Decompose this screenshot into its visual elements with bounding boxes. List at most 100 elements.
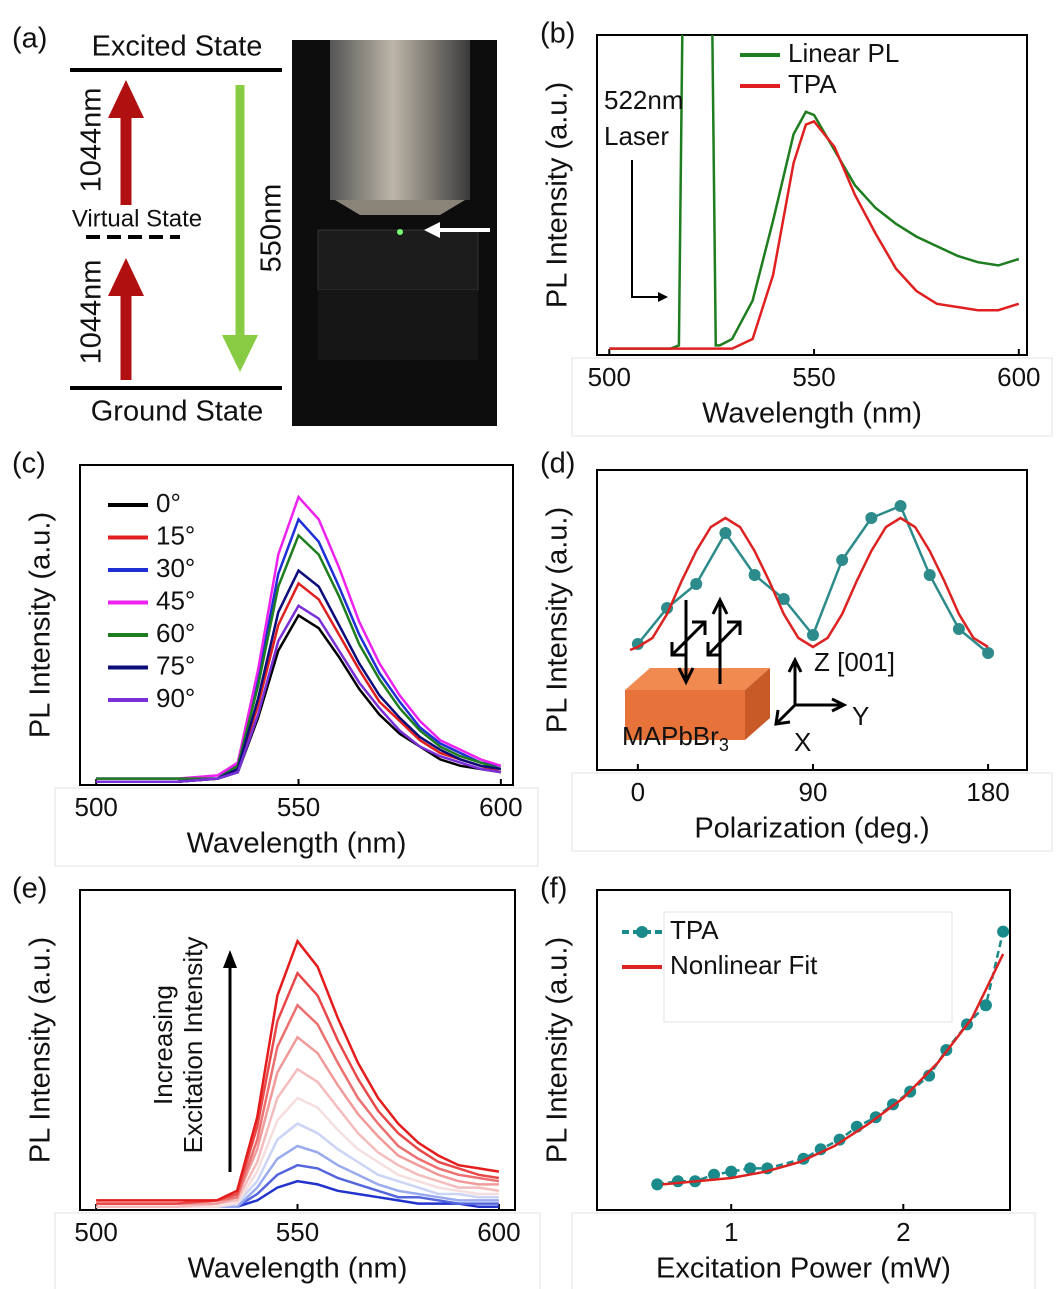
inset: MAPbBr3 Z [001] Y X (622, 596, 895, 757)
data-point (777, 593, 790, 605)
x-axis-label: Excitation Power (mW) (656, 1253, 951, 1285)
legend-label: 45° (156, 585, 195, 615)
chart: (f) PL Intensity (a.u.) Excitation Power (… (540, 873, 1036, 1289)
annotation: 522nm (604, 85, 684, 115)
chart: (d) PL Intensity (a.u.) Polarization (deg.… (540, 448, 1053, 852)
chart: (b) PL Intensity (a.u.) Wavelength (nm) 500… (540, 18, 1053, 437)
annotation-arrow (631, 160, 660, 298)
legend-label: 30° (156, 553, 195, 583)
slab (625, 690, 745, 740)
data-point (979, 999, 992, 1012)
data-point (719, 527, 732, 539)
slab (625, 668, 770, 690)
objective (330, 40, 470, 200)
x-tick-label: 550 (792, 362, 835, 392)
x-tick-label: 1 (724, 1217, 738, 1247)
x-tick-label: 500 (74, 792, 117, 822)
axis-label-area (54, 787, 539, 867)
state-label: Ground State (91, 396, 264, 428)
axis-label-area (571, 357, 1053, 437)
x-tick-label: 550 (277, 792, 320, 822)
legend-label: TPA (788, 69, 837, 99)
series-line (629, 516, 989, 652)
transition-label: 1044nm (76, 260, 108, 365)
series-line (609, 119, 1020, 350)
legend-label: 15° (156, 520, 195, 550)
slab (745, 668, 770, 740)
x-axis-label: Wavelength (nm) (188, 1253, 408, 1285)
data-point (708, 1168, 721, 1181)
annotation: Laser (604, 121, 669, 151)
series-line (609, 35, 1020, 350)
y-axis-label: PL Intensity (a.u.) (542, 82, 574, 308)
data-point (982, 647, 995, 659)
axis-label-area (571, 772, 1053, 852)
series-line (96, 604, 502, 784)
legend-label: Nonlinear Fit (670, 950, 818, 980)
transition-label: 1044nm (76, 88, 108, 193)
objective-tip (335, 200, 465, 215)
series-line (96, 494, 502, 780)
panel-label: (b) (540, 18, 575, 50)
material-subscript: 3 (719, 735, 729, 755)
x-tick-label: 2 (896, 1217, 910, 1247)
arrow-head (222, 335, 258, 372)
emission-label: 550nm (256, 184, 288, 273)
data-point (725, 1165, 738, 1178)
series-line (662, 953, 1005, 1186)
legend-label: 90° (156, 683, 195, 713)
legend-label: TPA (670, 915, 719, 945)
axis-name: Z [001] (814, 647, 895, 677)
x-tick-label: 600 (479, 792, 522, 822)
data-point (923, 569, 936, 581)
data-point (671, 1175, 684, 1188)
legend-box (663, 911, 953, 1023)
axis-label-area (571, 1212, 1036, 1289)
y-axis-label: PL Intensity (a.u.) (542, 507, 574, 733)
legend-label: 60° (156, 618, 195, 648)
legend-label: 75° (156, 650, 195, 680)
panel-label: (e) (12, 873, 47, 905)
legend-marker (636, 926, 648, 938)
x-axis-label: Wavelength (nm) (187, 828, 407, 860)
series-line (96, 1035, 499, 1205)
y-axis-label: PL Intensity (a.u.) (25, 937, 57, 1163)
x-axis-label: Wavelength (nm) (702, 398, 922, 430)
arrow-head (108, 258, 144, 296)
data-point (690, 578, 703, 590)
y-axis-label: PL Intensity (a.u.) (542, 937, 574, 1163)
series-line (96, 938, 500, 1202)
chart: (c) PL Intensity (a.u.) Wavelength (nm) 500… (12, 448, 539, 867)
energy-diagram: (a) Excited State Ground State Virtual S… (12, 23, 288, 428)
panel-label: (c) (12, 448, 46, 480)
axis-name: X (794, 727, 811, 757)
arrow-head (424, 222, 440, 238)
axis-label-area (54, 1212, 541, 1289)
x-tick-label: 600 (997, 362, 1040, 392)
data-point (865, 512, 878, 524)
material-label: MAPbBr3 (622, 721, 729, 755)
annotation: Increasing (148, 985, 178, 1105)
y-axis-label: PL Intensity (a.u.) (25, 512, 57, 738)
state-label: Virtual State (72, 205, 202, 232)
data-point (833, 1133, 846, 1146)
material-label: MAPbBr (622, 721, 719, 751)
x-tick-label: 90 (799, 777, 828, 807)
data-point (894, 500, 907, 512)
panel-label: (f) (540, 873, 567, 905)
chart: (e) PL Intensity (a.u.) Wavelength (nm) 500… (12, 873, 541, 1289)
data-point (997, 925, 1010, 938)
data-point (651, 1178, 664, 1191)
legend-label: Linear PL (788, 38, 899, 68)
x-tick-label: 500 (74, 1217, 117, 1247)
data-point (748, 569, 761, 581)
x-axis-label: Polarization (deg.) (694, 813, 929, 845)
plot-frame (596, 34, 1028, 356)
photo (292, 40, 497, 426)
series-line (96, 1096, 499, 1209)
axis-name: Y (852, 701, 869, 731)
x-tick-label: 180 (966, 777, 1009, 807)
data-point (923, 1069, 936, 1082)
x-tick-label: 600 (477, 1217, 520, 1247)
